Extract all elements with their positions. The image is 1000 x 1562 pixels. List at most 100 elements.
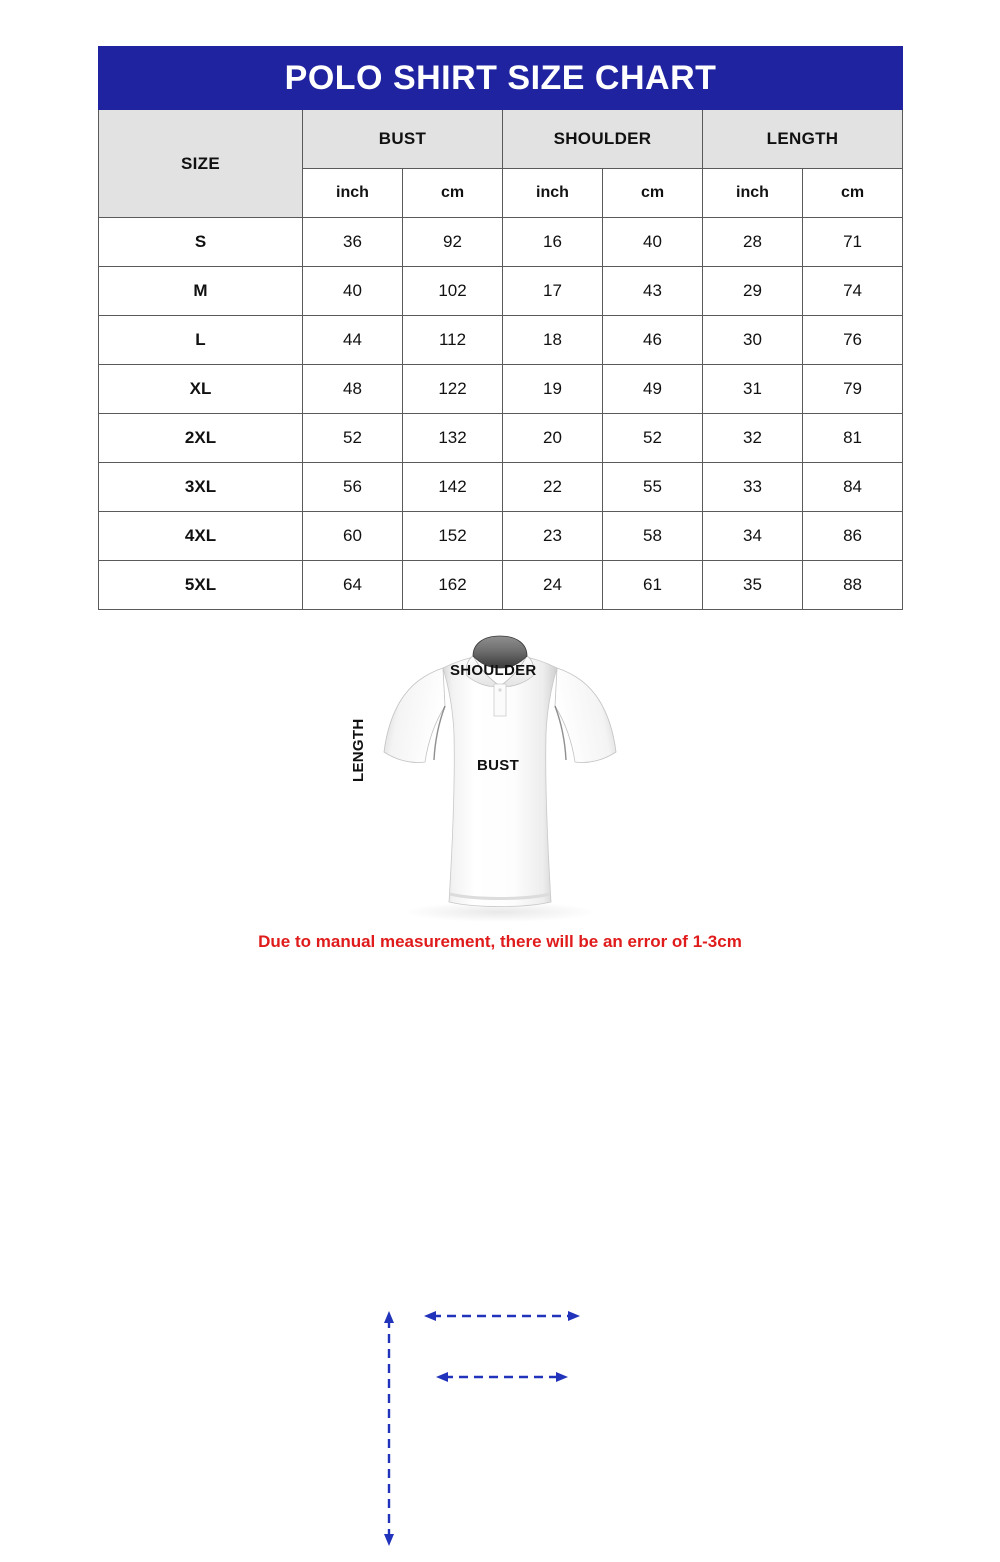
- length-label: LENGTH: [350, 718, 367, 782]
- table-row: 4XL 60 152 23 58 34 86: [98, 511, 904, 561]
- table-row: 3XL 56 142 22 55 33 84: [98, 462, 904, 512]
- unit-header-bust-cm: cm: [402, 168, 503, 218]
- unit-header-length-inch: inch: [702, 168, 803, 218]
- cell-bust-inch: 48: [302, 364, 403, 414]
- cell-length-cm: 81: [801, 413, 904, 463]
- unit-header-bust-inch: inch: [302, 168, 403, 218]
- shirt-shadow: [404, 902, 596, 922]
- table-row: 5XL 64 162 24 61 35 88: [98, 560, 904, 610]
- cell-bust-cm: 142: [402, 462, 503, 512]
- table-row: L 44 112 18 46 30 76: [98, 315, 904, 365]
- table-row: XL 48 122 19 49 31 79: [98, 364, 904, 414]
- cell-shoulder-cm: 49: [602, 364, 703, 414]
- polo-shirt-illustration: [383, 635, 617, 922]
- cell-bust-inch: 60: [302, 511, 403, 561]
- cell-shoulder-cm: 52: [602, 413, 703, 463]
- cell-length-inch: 32: [702, 413, 803, 463]
- cell-shoulder-cm: 55: [602, 462, 703, 512]
- cell-length-cm: 76: [801, 315, 904, 365]
- cell-bust-cm: 112: [402, 315, 503, 365]
- cell-shoulder-inch: 19: [502, 364, 603, 414]
- cell-length-cm: 86: [801, 511, 904, 561]
- unit-header-shoulder-inch: inch: [502, 168, 603, 218]
- table-title-row: POLO SHIRT SIZE CHART: [97, 46, 904, 110]
- cell-length-inch: 28: [702, 217, 803, 267]
- column-header-shoulder: SHOULDER: [502, 109, 703, 169]
- cell-size: 3XL: [98, 462, 303, 512]
- measurement-diagram: [0, 626, 1000, 1546]
- cell-length-cm: 74: [801, 266, 904, 316]
- length-measure-arrow: [384, 1311, 394, 1546]
- cell-shoulder-inch: 24: [502, 560, 603, 610]
- cell-size: S: [98, 217, 303, 267]
- cell-length-cm: 88: [801, 560, 904, 610]
- cell-size: XL: [98, 364, 303, 414]
- shirt-seam-left: [433, 705, 446, 761]
- cell-length-inch: 34: [702, 511, 803, 561]
- cell-shoulder-inch: 17: [502, 266, 603, 316]
- shirt-collar-left: [465, 655, 502, 687]
- shirt-hem: [449, 892, 551, 900]
- cell-length-inch: 33: [702, 462, 803, 512]
- table-row: M 40 102 17 43 29 74: [98, 266, 904, 316]
- cell-shoulder-cm: 40: [602, 217, 703, 267]
- shoulder-label: SHOULDER: [450, 662, 537, 679]
- column-header-bust: BUST: [302, 109, 503, 169]
- cell-shoulder-inch: 23: [502, 511, 603, 561]
- size-chart-table: POLO SHIRT SIZE CHART SIZE BUST SHOULDER…: [97, 46, 904, 610]
- cell-bust-inch: 56: [302, 462, 403, 512]
- cell-length-inch: 30: [702, 315, 803, 365]
- cell-bust-cm: 122: [402, 364, 503, 414]
- cell-bust-inch: 36: [302, 217, 403, 267]
- column-header-size: SIZE: [98, 109, 303, 218]
- cell-bust-inch: 64: [302, 560, 403, 610]
- cell-shoulder-cm: 61: [602, 560, 703, 610]
- cell-size: 4XL: [98, 511, 303, 561]
- cell-bust-inch: 40: [302, 266, 403, 316]
- unit-header-shoulder-cm: cm: [602, 168, 703, 218]
- table-row: 2XL 52 132 20 52 32 81: [98, 413, 904, 463]
- cell-shoulder-cm: 46: [602, 315, 703, 365]
- cell-length-inch: 35: [702, 560, 803, 610]
- cell-size: 2XL: [98, 413, 303, 463]
- cell-bust-cm: 92: [402, 217, 503, 267]
- shirt-sleeve-right: [554, 667, 617, 763]
- cell-length-cm: 79: [801, 364, 904, 414]
- shirt-button: [498, 688, 502, 692]
- page-title: POLO SHIRT SIZE CHART: [97, 46, 904, 110]
- cell-shoulder-inch: 20: [502, 413, 603, 463]
- cell-shoulder-inch: 16: [502, 217, 603, 267]
- cell-shoulder-cm: 43: [602, 266, 703, 316]
- measurement-disclaimer: Due to manual measurement, there will be…: [258, 932, 742, 951]
- column-header-length: LENGTH: [701, 109, 904, 169]
- cell-bust-inch: 52: [302, 413, 403, 463]
- cell-shoulder-cm: 58: [602, 511, 703, 561]
- cell-length-inch: 29: [702, 266, 803, 316]
- unit-header-length-cm: cm: [801, 168, 904, 218]
- cell-size: 5XL: [98, 560, 303, 610]
- cell-bust-inch: 44: [302, 315, 403, 365]
- cell-size: L: [98, 315, 303, 365]
- cell-bust-cm: 132: [402, 413, 503, 463]
- shirt-seam-right: [554, 705, 567, 761]
- cell-size: M: [98, 266, 303, 316]
- table-row: S 36 92 16 40 28 71: [98, 217, 904, 267]
- shirt-collar-band: [472, 635, 528, 669]
- table-group-header-row: SIZE BUST SHOULDER LENGTH: [98, 109, 904, 218]
- shirt-sleeve-left: [383, 667, 446, 763]
- table-unit-header-row: inch cm inch cm inch cm: [99, 168, 904, 218]
- cell-shoulder-inch: 22: [502, 462, 603, 512]
- shoulder-measure-arrow: [424, 1311, 580, 1321]
- cell-length-cm: 71: [801, 217, 904, 267]
- shirt-body: [442, 655, 558, 907]
- cell-length-cm: 84: [801, 462, 904, 512]
- shirt-collar-right: [498, 655, 535, 687]
- cell-shoulder-inch: 18: [502, 315, 603, 365]
- shirt-placket: [493, 683, 507, 717]
- cell-length-inch: 31: [702, 364, 803, 414]
- bust-label: BUST: [477, 757, 520, 774]
- cell-bust-cm: 152: [402, 511, 503, 561]
- cell-bust-cm: 102: [402, 266, 503, 316]
- bust-measure-arrow: [436, 1372, 568, 1382]
- cell-bust-cm: 162: [402, 560, 503, 610]
